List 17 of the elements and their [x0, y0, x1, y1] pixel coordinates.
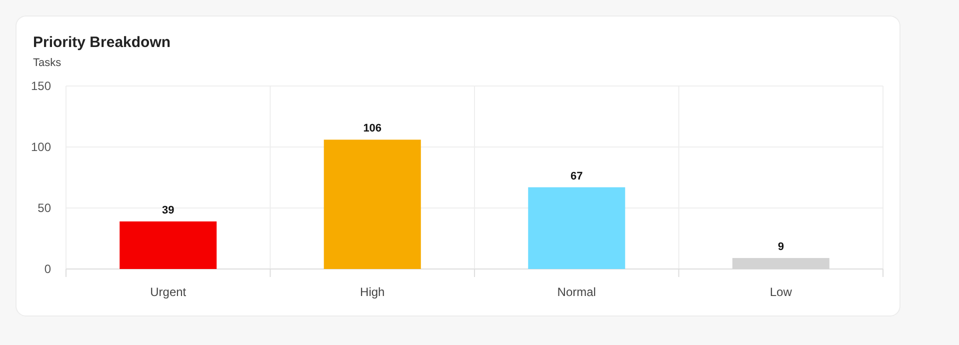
- y-tick-label: 0: [44, 262, 52, 276]
- data-label: 67: [570, 170, 583, 182]
- data-label: 9: [778, 241, 784, 254]
- bar: [120, 221, 217, 269]
- bar: [324, 140, 421, 269]
- data-label: 106: [363, 122, 382, 135]
- x-tick-label: Normal: [557, 285, 596, 299]
- y-tick-label: 150: [30, 79, 52, 93]
- x-tick-label: Low: [770, 285, 792, 299]
- y-tick-label: 100: [30, 140, 52, 154]
- y-tick-label: 50: [38, 201, 52, 215]
- x-tick-label: High: [360, 285, 385, 299]
- bar: [528, 187, 626, 269]
- data-label: 39: [162, 204, 174, 216]
- chart-title: Priority Breakdown: [33, 34, 171, 51]
- x-tick-label: Urgent: [150, 285, 187, 299]
- chart-subtitle: Tasks: [33, 57, 62, 69]
